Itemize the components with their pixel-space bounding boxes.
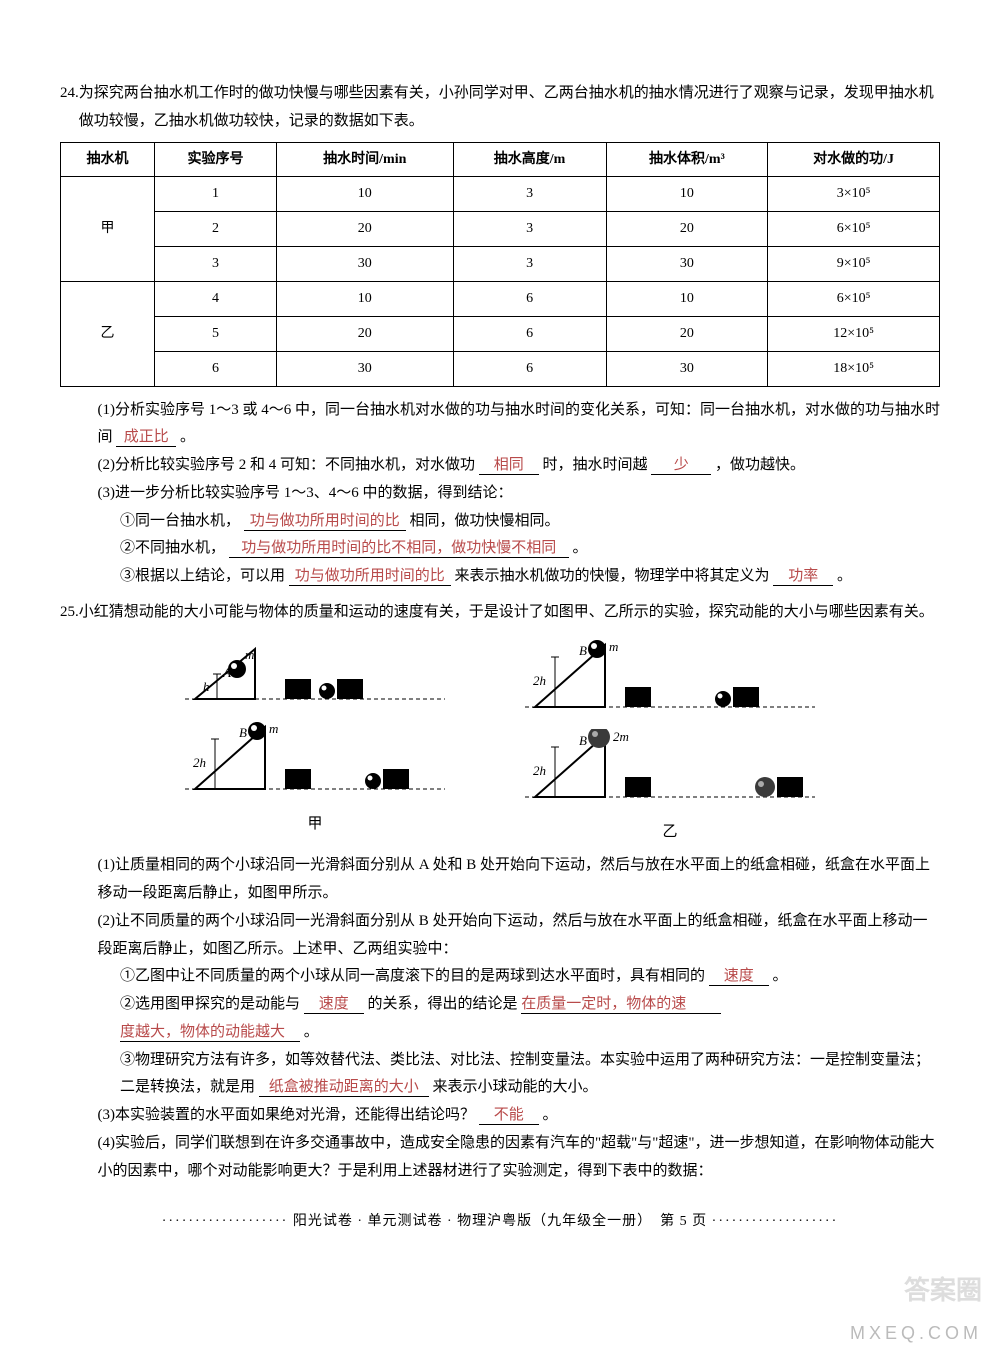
footer-dots-left: ··················· [162,1214,289,1229]
svg-text:B: B [239,725,247,740]
q25-p2-2: ②选用图甲探究的是动能与 速度 的关系，得出的结论是 在质量一定时，物体的速 度… [60,991,940,1047]
q24-cell: 6 [453,351,606,386]
q24-cell: 30 [606,351,768,386]
fig-yi-top: B m 2h [525,639,815,717]
q25-p2-1: ①乙图中让不同质量的两个小球从同一高度滚下的目的是两球到达水平面时，具有相同的 … [60,963,940,991]
q24-cell: 4 [155,282,277,317]
footer-text: 阳光试卷 · 单元测试卷 · 物理沪粤版（九年级全一册） 第 5 页 [293,1214,707,1229]
fig-yi-bottom: B 2m 2h [525,729,815,807]
table-row: 甲1103103×10⁵ [61,177,940,212]
q24-p3-lead: (3)进一步分析比较实验序号 1～3、4～6 中的数据，得到结论： [60,480,940,508]
table-row: 2203206×10⁵ [61,212,940,247]
q24-p3-1: ①同一台抽水机， 功与做功所用时间的比 相同，做功快慢相同。 [60,508,940,536]
q25-p2-3: ③物理研究方法有许多，如等效替代法、类比法、对比法、控制变量法。本实验中运用了两… [60,1047,940,1103]
q24-p2-blank2: 少 [651,456,711,475]
fig-yi-label: 乙 [662,819,677,847]
q25-p2-lead: (2)让不同质量的两个小球沿同一光滑斜面分别从 B 处开始向下运动，然后与放在水… [60,908,940,964]
q24-cell: 20 [277,316,453,351]
question-24: 24. 为探究两台抽水机工作时的做功快慢与哪些因素有关，小孙同学对甲、乙两台抽水… [60,80,940,591]
q24-th: 抽水体积/m³ [606,142,768,177]
q24-th: 实验序号 [155,142,277,177]
q24-cell: 3 [453,247,606,282]
q24-cell: 10 [606,282,768,317]
q24-cell: 20 [277,212,453,247]
q24-cell: 20 [606,212,768,247]
svg-text:2h: 2h [193,755,206,770]
fig-yi: B m 2h B 2m 2h 乙 [525,639,815,847]
table-row: 52062012×10⁵ [61,316,940,351]
q24-cell: 9×10⁵ [768,247,940,282]
q24-group-cell: 甲 [61,177,155,282]
q24-cell: 10 [606,177,768,212]
table-row: 3303309×10⁵ [61,247,940,282]
q25-p4: (4)实验后，同学们联想到在许多交通事故中，造成安全隐患的因素有汽车的"超载"与… [60,1130,940,1186]
q24-cell: 30 [277,351,453,386]
watermark-logo: 答案圈 [904,1266,982,1314]
svg-text:m: m [269,721,278,736]
fig-jia-bottom: B m 2h [185,721,445,799]
q25-p3: (3)本实验装置的水平面如果绝对光滑，还能得出结论吗？ 不能 。 [60,1102,940,1130]
q24-th: 抽水机 [61,142,155,177]
fig-jia-label: 甲 [307,811,322,839]
q24-p2: (2)分析比较实验序号 2 和 4 可知：不同抽水机，对水做功 相同 时，抽水时… [60,452,940,480]
q25-intro: 25. 小红猜想动能的大小可能与物体的质量和运动的速度有关，于是设计了如图甲、乙… [60,599,940,627]
q24-cell: 3 [453,212,606,247]
q25-p1: (1)让质量相同的两个小球沿同一光滑斜面分别从 A 处和 B 处开始向下运动，然… [60,852,940,908]
q24-cell: 6 [155,351,277,386]
footer-dots-right: ··················· [712,1214,839,1229]
page-footer: ··················· 阳光试卷 · 单元测试卷 · 物理沪粤版… [60,1209,940,1235]
q24-number: 24. [60,80,79,136]
q24-cell: 20 [606,316,768,351]
q24-p1-blank: 成正比 [116,428,176,447]
q25-figures: A m h B m 2h [60,639,940,847]
q24-cell: 6×10⁵ [768,282,940,317]
q24-intro-text: 为探究两台抽水机工作时的做功快慢与哪些因素有关，小孙同学对甲、乙两台抽水机的抽水… [79,80,940,136]
q24-cell: 6 [453,282,606,317]
table-row: 63063018×10⁵ [61,351,940,386]
q24-p1-text: (1)分析实验序号 1～3 或 4～6 中，同一台抽水机对水做的功与抽水时间的变… [98,402,941,446]
q24-cell: 12×10⁵ [768,316,940,351]
q24-cell: 10 [277,282,453,317]
q24-group-cell: 乙 [61,282,155,387]
q24-th: 抽水时间/min [277,142,453,177]
fig-jia-top: A m h [185,639,445,709]
q24-cell: 1 [155,177,277,212]
q24-cell: 6×10⁵ [768,212,940,247]
svg-text:2h: 2h [533,763,546,778]
svg-text:h: h [203,679,210,694]
q24-table: 抽水机实验序号抽水时间/min抽水高度/m抽水体积/m³对水做的功/J 甲110… [60,142,940,387]
question-25: 25. 小红猜想动能的大小可能与物体的质量和运动的速度有关，于是设计了如图甲、乙… [60,599,940,1186]
q24-th: 对水做的功/J [768,142,940,177]
q25-intro-text: 小红猜想动能的大小可能与物体的质量和运动的速度有关，于是设计了如图甲、乙所示的实… [79,599,940,627]
q25-number: 25. [60,599,79,627]
q24-p2-blank1: 相同 [479,456,539,475]
svg-text:2m: 2m [613,729,629,744]
svg-text:m: m [609,639,618,654]
q24-cell: 5 [155,316,277,351]
q24-cell: 3 [453,177,606,212]
svg-text:B: B [579,643,587,658]
q24-cell: 30 [277,247,453,282]
watermark-url: MXEQ.COM [850,1317,982,1350]
q24-p3-2: ②不同抽水机， 功与做功所用时间的比不相同，做功快慢不相同 。 [60,535,940,563]
svg-text:m: m [245,647,254,662]
q24-p3-3: ③根据以上结论，可以用 功与做功所用时间的比 来表示抽水机做功的快慢，物理学中将… [60,563,940,591]
q24-p1: (1)分析实验序号 1～3 或 4～6 中，同一台抽水机对水做的功与抽水时间的变… [60,397,940,453]
q24-cell: 10 [277,177,453,212]
q24-p1-tail: 。 [180,429,195,445]
q24-cell: 2 [155,212,277,247]
q24-cell: 3×10⁵ [768,177,940,212]
svg-text:B: B [579,733,587,748]
q24-cell: 3 [155,247,277,282]
svg-text:2h: 2h [533,673,546,688]
q24-cell: 30 [606,247,768,282]
q24-cell: 6 [453,316,606,351]
q24-intro: 24. 为探究两台抽水机工作时的做功快慢与哪些因素有关，小孙同学对甲、乙两台抽水… [60,80,940,136]
fig-jia: A m h B m 2h [185,639,445,847]
q24-cell: 18×10⁵ [768,351,940,386]
table-row: 乙4106106×10⁵ [61,282,940,317]
svg-text:A: A [222,665,231,680]
q24-th: 抽水高度/m [453,142,606,177]
